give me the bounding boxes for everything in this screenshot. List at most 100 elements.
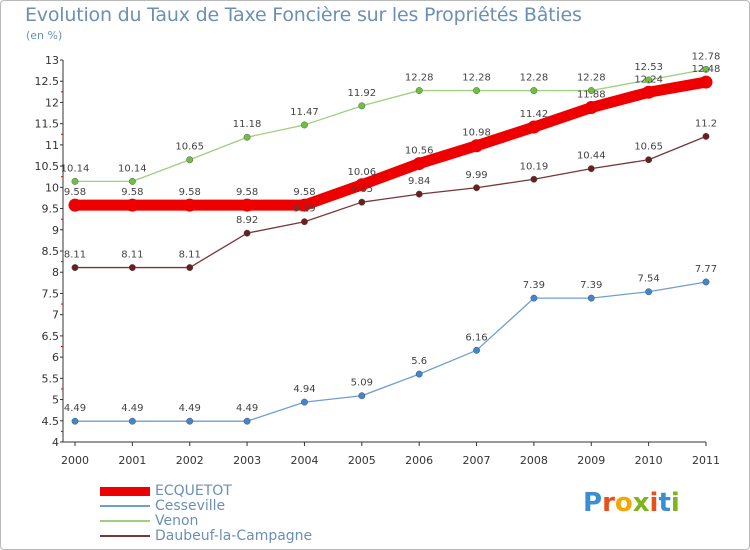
data-point <box>358 392 366 400</box>
x-tick-label: 2008 <box>520 454 548 467</box>
series-line-venon <box>74 68 707 183</box>
data-label: 11.47 <box>290 107 319 118</box>
data-point <box>587 294 595 302</box>
data-point <box>243 133 251 141</box>
data-point <box>527 120 541 134</box>
legend-swatch-cesseville <box>100 505 150 507</box>
data-point <box>530 87 538 95</box>
data-label: 4.94 <box>293 384 315 395</box>
data-label: 11.88 <box>577 90 606 101</box>
data-point <box>415 370 423 378</box>
data-point <box>301 121 308 129</box>
data-point <box>186 417 194 425</box>
y-tick-label: 10.5 <box>35 160 60 173</box>
data-point <box>587 87 595 95</box>
data-point <box>243 229 251 237</box>
legend-label-daubeuf: Daubeuf-la-Campagne <box>155 528 313 544</box>
data-label: 4.49 <box>121 403 143 414</box>
y-tick-label: 9.5 <box>42 203 60 216</box>
data-point <box>470 139 484 153</box>
data-label: 12.28 <box>520 73 549 84</box>
data-label: 8.92 <box>236 215 258 226</box>
legend-label-ecquetot: ECQUETOT <box>155 483 232 499</box>
data-point <box>702 132 710 140</box>
data-point <box>587 165 595 173</box>
data-label: 9.58 <box>64 187 86 198</box>
data-point <box>473 184 480 192</box>
data-point <box>301 218 308 226</box>
y-tick-label: 4 <box>52 436 59 449</box>
x-tick-label: 2007 <box>463 454 491 467</box>
data-label: 10.14 <box>118 163 147 174</box>
data-point <box>530 294 538 302</box>
y-tick-label: 5 <box>52 394 59 407</box>
y-tick-label: 11 <box>45 139 59 152</box>
data-point <box>473 346 480 354</box>
x-tick-label: 2000 <box>61 454 89 467</box>
legend-swatch-ecquetot <box>100 487 150 496</box>
logo-letter: x <box>632 488 650 518</box>
data-label: 9.84 <box>408 176 430 187</box>
data-point <box>186 156 194 164</box>
logo-letter: P <box>583 488 603 518</box>
data-label: 8.11 <box>121 250 143 261</box>
data-label: 4.49 <box>236 403 258 414</box>
data-label: 9.58 <box>236 187 258 198</box>
data-label: 11.92 <box>347 88 376 99</box>
y-tick-label: 6 <box>52 351 59 364</box>
logo-letter: o <box>614 488 633 518</box>
series-line-daubeuf-la-campagne <box>74 135 707 269</box>
y-tick-label: 4.5 <box>42 415 60 428</box>
data-point <box>71 177 79 185</box>
data-label: 5.09 <box>351 378 373 389</box>
data-point <box>358 102 366 110</box>
data-point <box>125 198 139 212</box>
logo-letter: i <box>649 488 659 518</box>
y-tick-label: 5.5 <box>42 372 60 385</box>
data-label: 9.58 <box>121 187 143 198</box>
data-label: 7.54 <box>638 274 660 285</box>
data-point <box>297 198 311 212</box>
series-line-cesseville <box>74 281 707 422</box>
data-point <box>186 264 194 272</box>
data-point <box>645 76 653 84</box>
logo-letter: t <box>658 488 671 518</box>
x-tick-label: 2004 <box>290 454 318 467</box>
x-tick-label: 2010 <box>635 454 663 467</box>
data-label: 9.99 <box>465 170 487 181</box>
data-point <box>584 101 598 115</box>
logo-letter: i <box>670 488 680 518</box>
data-point <box>530 175 538 183</box>
data-point <box>301 398 308 406</box>
data-point <box>699 75 713 89</box>
data-label: 9.58 <box>293 187 315 198</box>
chart-subtitle: (en %) <box>26 29 63 42</box>
data-label: 10.65 <box>175 142 204 153</box>
data-label: 10.98 <box>462 128 491 139</box>
data-label: 6.16 <box>465 332 487 343</box>
data-point <box>645 156 653 164</box>
data-point <box>240 198 254 212</box>
x-tick-label: 2011 <box>692 454 720 467</box>
x-tick-label: 2009 <box>577 454 605 467</box>
x-tick-label: 2005 <box>348 454 376 467</box>
y-tick-label: 7 <box>52 309 59 322</box>
series-line-ecquetot <box>69 76 712 211</box>
y-tick-label: 12.5 <box>35 75 60 88</box>
data-point <box>702 65 710 73</box>
data-label: 7.39 <box>580 280 602 291</box>
chart-data-labels: 9.58 9.58 9.58 9.58 9.58 10.06 10.56 10.98 11.42… <box>61 51 721 414</box>
data-point <box>128 177 136 185</box>
legend-swatch-daubeuf <box>100 535 150 537</box>
data-label: 10.06 <box>347 167 376 178</box>
data-label: 10.14 <box>61 163 90 174</box>
data-label: 9.19 <box>293 204 315 215</box>
y-tick-label: 7.5 <box>42 287 60 300</box>
data-label: 7.77 <box>695 264 717 275</box>
y-tick-label: 8.5 <box>42 245 60 258</box>
y-tick-label: 13 <box>45 54 59 67</box>
logo-letter: r <box>602 488 615 518</box>
data-point <box>71 264 79 272</box>
y-tick-label: 8 <box>52 266 59 279</box>
